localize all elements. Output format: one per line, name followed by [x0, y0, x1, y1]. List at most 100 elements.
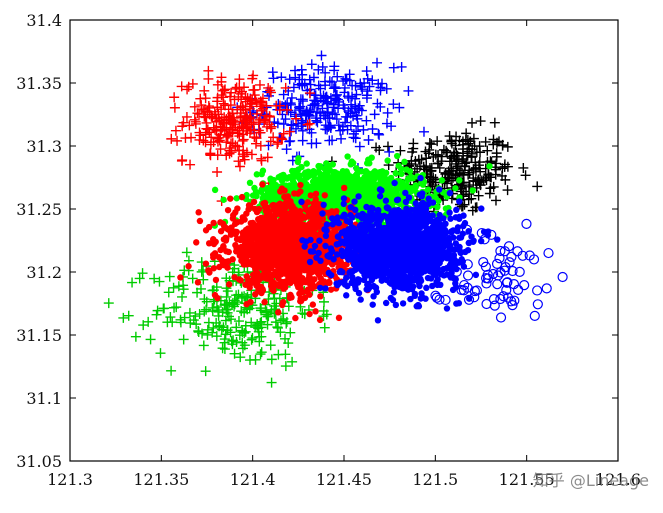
data-point	[177, 274, 183, 280]
data-point	[299, 276, 305, 282]
data-point	[292, 231, 298, 237]
data-point	[307, 237, 313, 243]
data-point	[377, 193, 383, 199]
data-point	[335, 178, 341, 184]
data-point	[258, 215, 264, 221]
data-point	[288, 271, 294, 277]
data-point	[303, 160, 309, 166]
data-point	[394, 153, 400, 159]
data-point	[247, 203, 253, 209]
data-point	[257, 227, 263, 233]
data-point	[333, 280, 339, 286]
data-point	[336, 315, 342, 321]
data-point	[277, 200, 283, 206]
data-point	[383, 179, 389, 185]
data-point	[282, 205, 288, 211]
data-point	[306, 272, 312, 278]
data-point	[295, 166, 301, 172]
data-point	[326, 279, 332, 285]
data-point	[243, 301, 249, 307]
data-point	[258, 290, 264, 296]
data-point	[313, 254, 319, 260]
data-point	[351, 261, 357, 267]
data-point	[319, 210, 325, 216]
data-point	[444, 305, 450, 311]
data-point	[377, 172, 383, 178]
data-point	[303, 206, 309, 212]
data-point	[295, 155, 301, 161]
data-point	[351, 198, 357, 204]
data-point	[203, 260, 209, 266]
data-point	[473, 272, 479, 278]
data-point	[306, 184, 312, 190]
data-point	[220, 221, 226, 227]
data-point	[225, 207, 231, 213]
data-point	[278, 224, 284, 230]
data-point	[193, 239, 199, 245]
data-point	[326, 270, 332, 276]
data-point	[316, 238, 322, 244]
data-point	[297, 188, 303, 194]
data-point	[299, 237, 305, 243]
data-point	[264, 188, 270, 194]
data-point	[237, 252, 243, 258]
data-point	[270, 272, 276, 278]
data-point	[271, 206, 277, 212]
data-point	[322, 285, 328, 291]
data-point	[250, 261, 256, 267]
data-point	[401, 159, 407, 165]
data-point	[300, 227, 306, 233]
data-point	[236, 276, 242, 282]
data-point	[371, 191, 377, 197]
data-point	[289, 208, 295, 214]
data-point	[398, 171, 404, 177]
data-point	[412, 206, 418, 212]
data-point	[332, 170, 338, 176]
data-point	[280, 299, 286, 305]
data-point	[341, 211, 347, 217]
data-point	[185, 263, 191, 269]
data-point	[210, 254, 216, 260]
data-point	[371, 176, 377, 182]
data-point	[288, 265, 294, 271]
data-point	[256, 276, 262, 282]
data-point	[384, 157, 390, 163]
data-point	[275, 239, 281, 245]
data-point	[247, 284, 253, 290]
data-point	[408, 186, 414, 192]
data-point	[412, 293, 418, 299]
data-point	[298, 298, 304, 304]
data-point	[287, 198, 293, 204]
data-point	[250, 272, 256, 278]
data-point	[216, 254, 222, 260]
data-point	[214, 295, 220, 301]
data-point	[222, 235, 228, 241]
data-point	[247, 240, 253, 246]
data-point	[456, 177, 462, 183]
data-point	[226, 281, 232, 287]
data-point	[275, 273, 281, 279]
data-point	[217, 247, 223, 253]
data-point	[227, 228, 233, 234]
data-point	[423, 285, 429, 291]
data-point	[439, 177, 445, 183]
data-point	[291, 190, 297, 196]
data-point	[274, 246, 280, 252]
data-point	[247, 180, 253, 186]
data-point	[395, 163, 401, 169]
data-point	[391, 180, 397, 186]
data-point	[311, 170, 317, 176]
data-point	[419, 193, 425, 199]
data-point	[315, 178, 321, 184]
data-point	[452, 280, 458, 286]
data-point	[234, 236, 240, 242]
data-point	[317, 317, 323, 323]
data-point	[195, 209, 201, 215]
data-point	[280, 172, 286, 178]
data-point	[297, 182, 303, 188]
data-point	[271, 228, 277, 234]
data-point	[265, 255, 271, 261]
data-point	[254, 244, 260, 250]
